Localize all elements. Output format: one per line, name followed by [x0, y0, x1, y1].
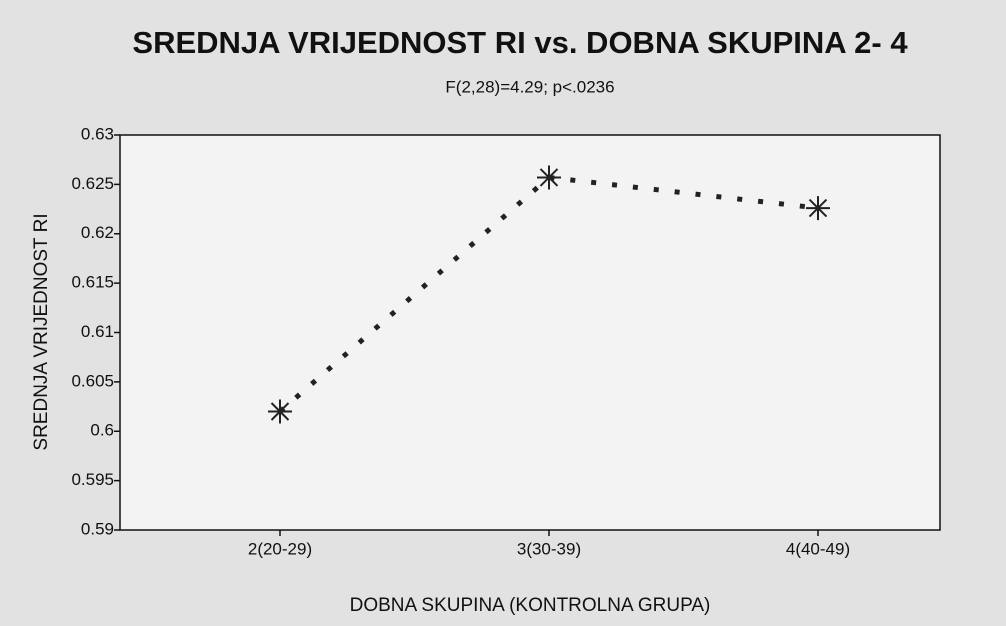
y-tick-label: 0.59 [81, 519, 114, 538]
x-axis-label: DOBNA SKUPINA (KONTROLNA GRUPA) [350, 595, 711, 616]
y-tick-label: 0.605 [71, 371, 114, 390]
y-tick-label: 0.62 [81, 223, 114, 242]
marker [268, 399, 292, 424]
x-tick-label: 4(40-49) [786, 539, 850, 558]
chart-subtitle: F(2,28)=4.29; p<.0236 [445, 77, 614, 96]
plot-area [119, 134, 941, 531]
y-axis-label: SREDNJA VRIJEDNOST RI [31, 213, 52, 450]
y-tick-label: 0.625 [71, 174, 114, 193]
y-tick-label: 0.61 [81, 322, 114, 341]
chart-title: SREDNJA VRIJEDNOST RI vs. DOBNA SKUPINA … [132, 25, 908, 60]
x-tick-label: 3(30-39) [517, 539, 581, 558]
marker [806, 196, 830, 221]
y-tick-label: 0.615 [71, 273, 114, 292]
y-tick-label: 0.6 [90, 421, 114, 440]
marker [537, 165, 561, 190]
y-tick-label: 0.63 [81, 124, 114, 143]
y-tick-label: 0.595 [71, 470, 114, 489]
x-tick-label: 2(20-29) [248, 539, 312, 558]
